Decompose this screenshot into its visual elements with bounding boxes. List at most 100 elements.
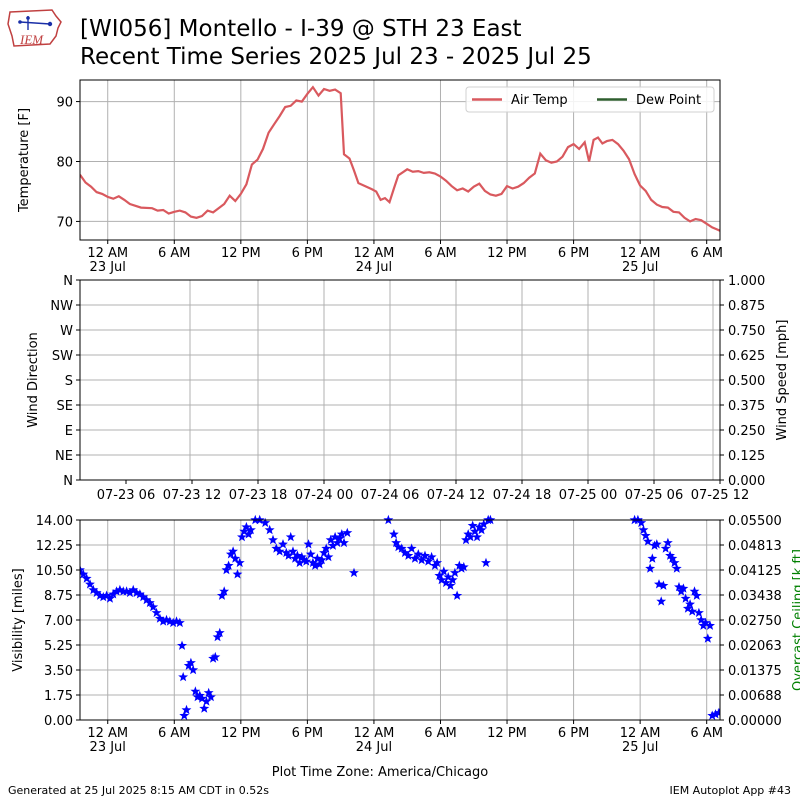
visibility-star-marker [181, 704, 192, 715]
visibility-star-marker [645, 563, 656, 573]
temp-y-axis-label: Temperature [F] [17, 108, 32, 213]
visibility-star-marker [434, 570, 445, 580]
temp-y-tick-label: 80 [56, 155, 73, 170]
wind-speed-axis-label: Wind Speed [mph] [775, 320, 790, 441]
visibility-star-marker [221, 564, 232, 575]
visibility-star-marker [685, 599, 695, 609]
visibility-star-marker [305, 549, 316, 559]
temp-x-tick-label: 12 PM [221, 246, 261, 261]
wind-speed-tick-label: 0.125 [728, 449, 765, 464]
temp-x-tick-label: 12 AM [354, 246, 395, 261]
visibility-tick-label: 8.75 [44, 589, 73, 604]
visibility-tick-label: 7.00 [44, 614, 73, 629]
visibility-star-marker [228, 546, 238, 556]
visibility-star-marker [177, 640, 187, 650]
wind-direction-tick-label: NW [50, 299, 73, 314]
visibility-star-marker [454, 560, 465, 570]
visibility-star-marker [174, 617, 185, 628]
ceiling-tick-label: 0.03438 [728, 589, 782, 604]
visibility-tick-label: 10.50 [36, 564, 73, 579]
visibility-star-marker [154, 613, 165, 623]
temp-y-tick-label: 90 [56, 96, 73, 111]
ceiling-tick-label: 0.00000 [728, 714, 782, 729]
vis-x-tick-date: 24 Jul [356, 740, 392, 755]
visibility-star-marker [121, 586, 132, 596]
visibility-star-marker [660, 543, 671, 553]
wind-speed-tick-label: 0.500 [728, 374, 765, 389]
visibility-star-marker [662, 537, 673, 548]
visibility-star-marker [694, 607, 704, 618]
visibility-axis-label: Visibility [miles] [11, 568, 26, 671]
visibility-markers [80, 514, 734, 720]
visibility-star-marker [667, 553, 678, 563]
visibility-star-marker [710, 709, 720, 719]
visibility-star-marker [717, 709, 720, 716]
dew-point-legend-label: Dew Point [636, 93, 701, 108]
vis-x-tick-label: 12 AM [620, 726, 661, 741]
visibility-star-marker [691, 590, 702, 600]
visibility-star-marker [188, 664, 199, 675]
temp-x-tick-date: 25 Jul [622, 260, 658, 275]
visibility-star-marker [232, 569, 243, 579]
visibility-star-marker [243, 529, 254, 539]
visibility-tick-label: 5.25 [44, 639, 73, 654]
svg-text:IEM: IEM [19, 32, 44, 47]
vis-x-tick-label: 12 PM [221, 726, 261, 741]
temp-x-tick-label: 12 AM [620, 246, 661, 261]
iem-logo: IEM [7, 9, 62, 47]
wind-direction-tick-label: NE [55, 449, 73, 464]
visibility-star-marker [724, 703, 734, 712]
temp-x-tick-date: 23 Jul [90, 260, 126, 275]
visibility-star-marker [445, 580, 456, 590]
visibility-star-marker [665, 550, 675, 560]
vis-x-tick-date: 25 Jul [622, 740, 658, 755]
wind-direction-tick-label: SE [57, 399, 73, 414]
visibility-star-marker [636, 517, 647, 528]
chart-title: [WI056] Montello - I-39 @ STH 23 East [80, 16, 522, 42]
visibility-star-marker [108, 589, 119, 599]
temp-x-tick-label: 6 PM [558, 246, 589, 261]
visibility-star-marker [413, 549, 424, 559]
visibility-star-marker [643, 536, 653, 546]
wind-direction-axis-label: Wind Direction [26, 332, 41, 428]
wind-x-tick-label: 07-24 12 [427, 488, 485, 503]
visibility-star-marker [288, 546, 298, 556]
visibility-star-marker [638, 524, 649, 535]
visibility-star-marker [98, 591, 109, 602]
visibility-tick-label: 12.25 [36, 539, 73, 554]
visibility-star-marker [406, 543, 417, 553]
visibility-star-marker [678, 583, 689, 593]
visibility-star-marker [135, 589, 145, 599]
visibility-star-marker [310, 560, 321, 570]
visibility-star-marker [687, 606, 698, 616]
visibility-star-marker [396, 543, 407, 553]
wind-speed-tick-label: 0.000 [728, 474, 765, 489]
air-temp-line [80, 85, 720, 232]
visibility-star-marker [334, 533, 345, 543]
visibility-star-marker [671, 563, 682, 573]
ceiling-tick-label: 0.02750 [728, 614, 782, 629]
visibility-star-marker [81, 573, 92, 583]
time-zone-axis-label: Plot Time Zone: America/Chicago [272, 765, 488, 780]
vis-x-tick-label: 6 PM [292, 726, 323, 741]
visibility-star-marker [478, 519, 489, 529]
wind-x-tick-label: 07-24 18 [493, 488, 551, 503]
visibility-star-marker [292, 550, 303, 560]
wind-direction-tick-label: E [65, 424, 73, 439]
wind-speed-tick-label: 0.250 [728, 424, 765, 439]
wind-x-tick-label: 07-23 12 [163, 488, 221, 503]
visibility-star-marker [239, 526, 250, 536]
visibility-star-marker [647, 553, 658, 563]
visibility-star-marker [391, 537, 402, 548]
visibility-star-marker [416, 554, 427, 565]
wind-speed-tick-label: 0.625 [728, 349, 765, 364]
visibility-star-marker [85, 579, 95, 589]
vis-x-tick-label: 6 AM [690, 726, 723, 741]
visibility-star-marker [168, 617, 179, 628]
wind-x-tick-label: 07-25 00 [559, 488, 617, 503]
visibility-star-marker [95, 590, 105, 600]
visibility-star-marker [138, 591, 149, 602]
visibility-star-marker [700, 617, 711, 628]
vis-x-tick-label: 6 AM [158, 726, 191, 741]
